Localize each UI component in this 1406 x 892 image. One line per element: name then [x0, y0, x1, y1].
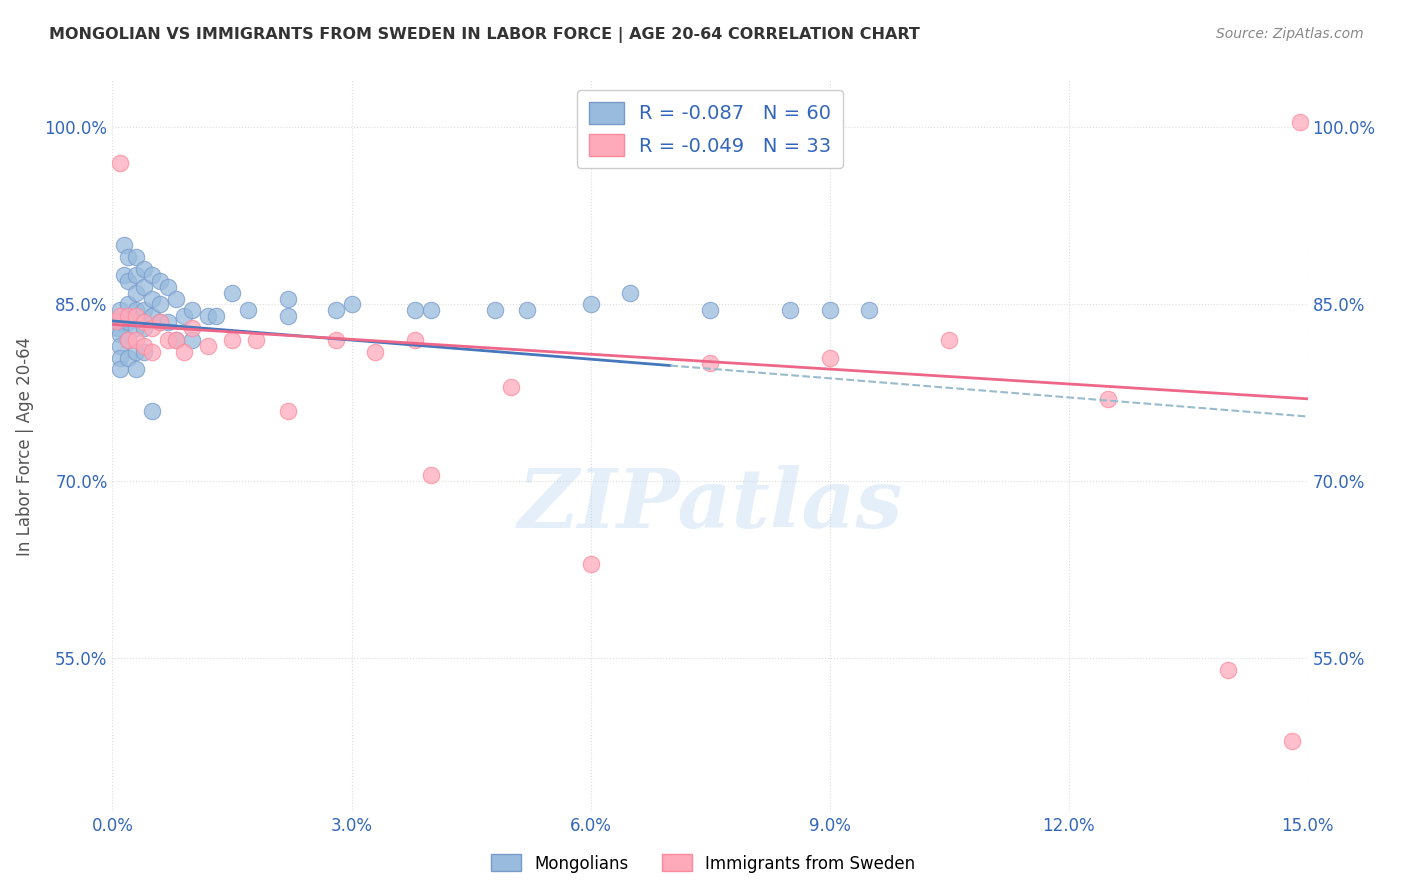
Point [117, 250, 139, 264]
Point [221, 285, 243, 300]
Point [141, 403, 163, 417]
Y-axis label: In Labor Force | Age 20-64: In Labor Force | Age 20-64 [15, 336, 34, 556]
Point [149, 297, 172, 311]
Point [221, 333, 243, 347]
Point [165, 333, 187, 347]
Point [141, 344, 163, 359]
Point [404, 333, 426, 347]
Point [141, 321, 163, 335]
Point [205, 310, 228, 324]
Point [165, 292, 187, 306]
Point [110, 315, 132, 329]
Point [125, 362, 148, 376]
Point [325, 333, 347, 347]
Point [277, 292, 299, 306]
Point [420, 468, 443, 483]
Point [364, 344, 387, 359]
Point [165, 333, 187, 347]
Point [134, 339, 156, 353]
Point [134, 315, 156, 329]
Point [858, 303, 880, 318]
Point [420, 303, 443, 318]
Point [181, 303, 204, 318]
Point [117, 297, 139, 311]
Point [157, 315, 180, 329]
Point [125, 321, 148, 335]
Point [134, 279, 156, 293]
Text: ZIPatlas: ZIPatlas [517, 465, 903, 544]
Point [117, 351, 139, 365]
Point [149, 315, 172, 329]
Point [125, 303, 148, 318]
Point [141, 310, 163, 324]
Point [107, 321, 129, 335]
Point [134, 344, 156, 359]
Point [125, 285, 148, 300]
Text: Source: ZipAtlas.com: Source: ZipAtlas.com [1216, 27, 1364, 41]
Point [340, 297, 363, 311]
Point [277, 310, 299, 324]
Point [236, 303, 259, 318]
Point [125, 344, 148, 359]
Point [197, 310, 219, 324]
Legend: R = -0.087   N = 60, R = -0.049   N = 33: R = -0.087 N = 60, R = -0.049 N = 33 [576, 90, 844, 168]
Point [619, 285, 641, 300]
Point [125, 268, 148, 282]
Point [134, 303, 156, 318]
Point [484, 303, 506, 318]
Point [699, 356, 721, 370]
Point [245, 333, 267, 347]
Point [110, 326, 132, 341]
Point [114, 238, 135, 252]
Point [110, 362, 132, 376]
Point [325, 303, 347, 318]
Point [181, 333, 204, 347]
Point [110, 303, 132, 318]
Legend: Mongolians, Immigrants from Sweden: Mongolians, Immigrants from Sweden [484, 847, 922, 880]
Point [1288, 114, 1310, 128]
Point [117, 310, 139, 324]
Point [110, 339, 132, 353]
Point [134, 321, 156, 335]
Point [105, 314, 128, 328]
Point [141, 292, 163, 306]
Point [110, 156, 132, 170]
Point [938, 333, 960, 347]
Point [110, 351, 132, 365]
Point [818, 351, 841, 365]
Point [110, 310, 132, 324]
Point [117, 333, 139, 347]
Point [125, 333, 148, 347]
Point [157, 333, 180, 347]
Point [105, 314, 128, 328]
Point [173, 310, 195, 324]
Point [125, 310, 148, 324]
Point [579, 557, 602, 571]
Point [404, 303, 426, 318]
Point [141, 268, 163, 282]
Point [117, 333, 139, 347]
Point [149, 274, 172, 288]
Point [149, 315, 172, 329]
Point [134, 262, 156, 277]
Point [197, 339, 219, 353]
Point [157, 279, 180, 293]
Point [1281, 734, 1303, 748]
Point [125, 250, 148, 264]
Point [277, 403, 299, 417]
Point [117, 274, 139, 288]
Point [1216, 663, 1239, 677]
Point [516, 303, 538, 318]
Point [117, 315, 139, 329]
Point [579, 297, 602, 311]
Text: MONGOLIAN VS IMMIGRANTS FROM SWEDEN IN LABOR FORCE | AGE 20-64 CORRELATION CHART: MONGOLIAN VS IMMIGRANTS FROM SWEDEN IN L… [49, 27, 920, 43]
Point [499, 380, 522, 394]
Point [173, 344, 195, 359]
Point [699, 303, 721, 318]
Point [114, 268, 135, 282]
Point [818, 303, 841, 318]
Point [779, 303, 801, 318]
Point [1097, 392, 1119, 406]
Point [181, 321, 204, 335]
